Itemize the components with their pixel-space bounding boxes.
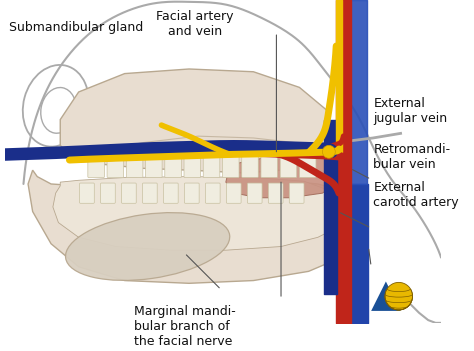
Polygon shape xyxy=(371,282,401,311)
FancyBboxPatch shape xyxy=(242,155,258,178)
Polygon shape xyxy=(28,170,365,283)
Text: Submandibular gland: Submandibular gland xyxy=(9,21,144,34)
FancyBboxPatch shape xyxy=(247,183,262,203)
Text: Facial artery
and vein: Facial artery and vein xyxy=(156,10,234,38)
FancyBboxPatch shape xyxy=(80,183,94,203)
FancyBboxPatch shape xyxy=(121,183,136,203)
Ellipse shape xyxy=(65,213,230,280)
FancyBboxPatch shape xyxy=(300,155,316,178)
Text: External
carotid artery: External carotid artery xyxy=(374,181,459,209)
Circle shape xyxy=(385,283,412,310)
FancyBboxPatch shape xyxy=(222,155,239,178)
FancyBboxPatch shape xyxy=(205,183,220,203)
Polygon shape xyxy=(60,69,332,173)
FancyBboxPatch shape xyxy=(165,155,182,178)
FancyBboxPatch shape xyxy=(100,183,115,203)
FancyBboxPatch shape xyxy=(261,155,277,178)
FancyBboxPatch shape xyxy=(268,183,283,203)
Polygon shape xyxy=(53,177,344,250)
FancyBboxPatch shape xyxy=(146,155,162,178)
FancyBboxPatch shape xyxy=(184,183,199,203)
Text: Retromandi-
bular vein: Retromandi- bular vein xyxy=(374,143,451,171)
FancyBboxPatch shape xyxy=(88,155,104,178)
FancyBboxPatch shape xyxy=(164,183,178,203)
FancyBboxPatch shape xyxy=(107,155,124,178)
FancyBboxPatch shape xyxy=(143,183,157,203)
FancyBboxPatch shape xyxy=(203,155,220,178)
Text: External
jugular vein: External jugular vein xyxy=(374,97,447,125)
Circle shape xyxy=(322,145,335,158)
FancyBboxPatch shape xyxy=(126,155,143,178)
FancyBboxPatch shape xyxy=(227,183,241,203)
FancyBboxPatch shape xyxy=(280,155,297,178)
FancyBboxPatch shape xyxy=(289,183,304,203)
Polygon shape xyxy=(226,152,344,198)
FancyBboxPatch shape xyxy=(184,155,201,178)
Text: Marginal mandi-
bular branch of
the facial nerve: Marginal mandi- bular branch of the faci… xyxy=(134,305,236,348)
